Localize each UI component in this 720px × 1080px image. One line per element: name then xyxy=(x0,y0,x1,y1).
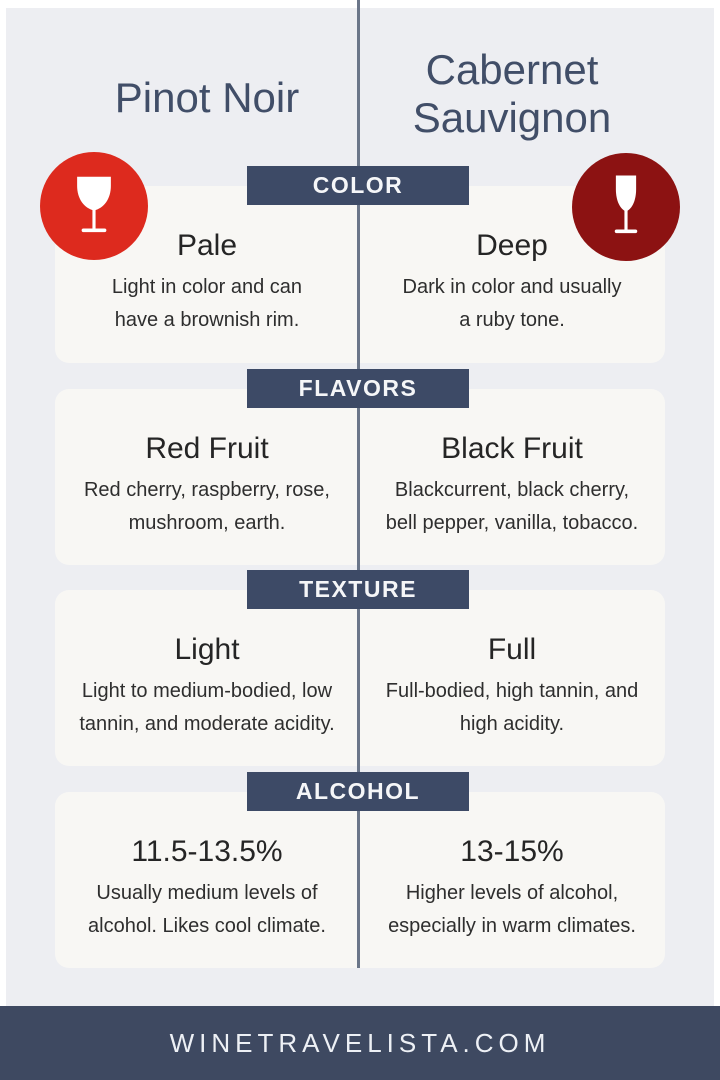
alcohol-right-body-line2: especially in warm climates. xyxy=(388,915,636,937)
texture-left-body-line2: tannin, and moderate acidity. xyxy=(79,713,335,735)
right-wine-title: Cabernet Sauvignon xyxy=(412,46,612,141)
section-banner-color: COLOR xyxy=(247,166,469,205)
flavors-right-body-line1: Blackcurrent, black cherry, xyxy=(394,479,630,501)
alcohol-right-title: 13-15% xyxy=(460,835,564,868)
dark-red-wine-glass-icon xyxy=(572,153,680,261)
texture-right-title: Full xyxy=(487,633,537,666)
section-banner-flavors: FLAVORS xyxy=(247,369,469,408)
alcohol-right-body-line1: Higher levels of alcohol, xyxy=(405,882,619,904)
flavors-left-body-line2: mushroom, earth. xyxy=(128,512,286,534)
alcohol-left-body-line1: Usually medium levels of xyxy=(96,882,318,904)
alcohol-left-title: 11.5-13.5% xyxy=(131,835,283,868)
texture-left-title: Light xyxy=(174,633,240,666)
footer-band: WINETRAVELISTA.COM xyxy=(0,1006,720,1080)
flavors-section-card xyxy=(55,389,665,565)
section-banner-texture: TEXTURE xyxy=(247,570,469,609)
footer-website-text: WINETRAVELISTA.COM xyxy=(169,1027,551,1058)
flavors-left-content: Red Fruit Red cherry, raspberry, rose, m… xyxy=(57,431,357,540)
color-right-title: Deep xyxy=(476,229,548,262)
flavors-left-body-line1: Red cherry, raspberry, rose, xyxy=(83,479,330,501)
color-right-body-line2: a ruby tone. xyxy=(459,309,565,331)
flavors-right-body-line2: bell pepper, vanilla, tobacco. xyxy=(385,512,639,534)
texture-section-card xyxy=(55,590,665,766)
alcohol-left-body-line2: alcohol. Likes cool climate. xyxy=(88,915,326,937)
alcohol-right-content: 13-15% Higher levels of alcohol, especia… xyxy=(362,834,662,943)
color-right-body-line1: Dark in color and usually xyxy=(402,276,622,298)
left-wine-title: Pinot Noir xyxy=(114,74,300,121)
texture-left-content: Light Light to medium-bodied, low tannin… xyxy=(57,632,357,741)
color-section-card xyxy=(55,186,665,363)
flavors-left-title: Red Fruit xyxy=(145,432,269,465)
color-left-title: Pale xyxy=(176,229,238,262)
center-divider-line xyxy=(357,0,360,968)
color-left-body-line1: Light in color and can xyxy=(111,276,303,298)
alcohol-section-card xyxy=(55,792,665,968)
color-left-body-line2: have a brownish rim. xyxy=(114,309,300,331)
color-left-content: Pale Light in color and can have a brown… xyxy=(57,228,357,337)
alcohol-left-content: 11.5-13.5% Usually medium levels of alco… xyxy=(57,834,357,943)
color-right-content: Deep Dark in color and usually a ruby to… xyxy=(362,228,662,337)
texture-left-body-line1: Light to medium-bodied, low xyxy=(81,680,333,702)
texture-right-body-line1: Full-bodied, high tannin, and xyxy=(385,680,639,702)
red-wine-glass-icon xyxy=(40,152,148,260)
section-banner-alcohol: ALCOHOL xyxy=(247,772,469,811)
flavors-right-title: Black Fruit xyxy=(441,432,583,465)
texture-right-content: Full Full-bodied, high tannin, and high … xyxy=(362,632,662,741)
flavors-right-content: Black Fruit Blackcurrent, black cherry, … xyxy=(362,431,662,540)
texture-right-body-line2: high acidity. xyxy=(459,713,565,735)
